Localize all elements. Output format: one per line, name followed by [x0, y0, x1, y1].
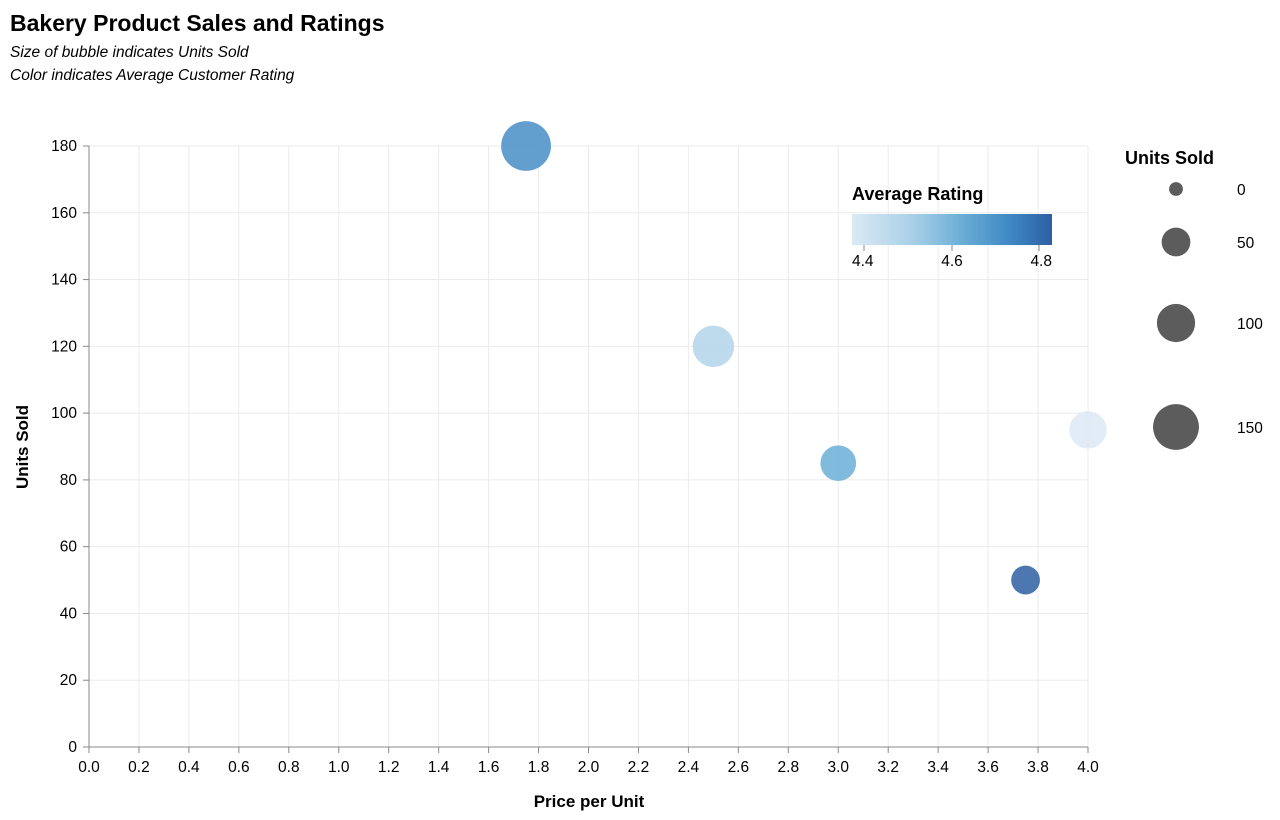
- x-tick-label: 4.0: [1077, 759, 1099, 776]
- color-legend-title: Average Rating: [852, 184, 983, 204]
- x-axis-title: Price per Unit: [534, 792, 645, 811]
- y-tick-label: 60: [60, 539, 78, 556]
- color-legend: Average Rating 4.4 4.6 4.8: [852, 184, 1052, 270]
- color-legend-label: 4.8: [1030, 253, 1052, 270]
- size-legend-symbol: [1153, 404, 1199, 450]
- bubble: [820, 445, 857, 482]
- x-tick-label: 2.4: [678, 759, 700, 776]
- x-tick-label: 3.8: [1027, 759, 1049, 776]
- size-legend-label: 100: [1237, 316, 1263, 333]
- y-tick-label: 0: [68, 739, 77, 756]
- size-legend-label: 50: [1237, 235, 1255, 252]
- size-legend-label: 0: [1237, 182, 1246, 199]
- x-tick-label: 3.2: [877, 759, 899, 776]
- x-tick-label: 3.4: [927, 759, 949, 776]
- x-tick-label: 0.4: [178, 759, 200, 776]
- x-tick-label: 1.6: [478, 759, 500, 776]
- chart-subtitle-2: Color indicates Average Customer Rating: [10, 67, 295, 84]
- y-tick-label: 20: [60, 672, 78, 689]
- y-tick-label: 140: [51, 272, 77, 289]
- bubble: [1069, 411, 1107, 449]
- axes: 0.0 0.2 0.4 0.6 0.8 1.0 1.2 1.4 1.6 1.8 2.0 2.2 2.4 2…: [51, 138, 1099, 776]
- y-tick-label: 80: [60, 472, 78, 489]
- size-legend-title: Units Sold: [1125, 148, 1214, 168]
- x-tick-label: 1.0: [328, 759, 350, 776]
- bubble: [501, 121, 551, 171]
- chart-title: Bakery Product Sales and Ratings: [10, 10, 385, 36]
- y-tick-label: 40: [60, 605, 78, 622]
- x-tick-label: 2.0: [578, 759, 600, 776]
- x-tick-label: 0.0: [78, 759, 100, 776]
- x-tick-label: 0.6: [228, 759, 250, 776]
- x-tick-label: 0.8: [278, 759, 300, 776]
- y-tick-label: 100: [51, 405, 77, 422]
- x-tick-label: 1.4: [428, 759, 450, 776]
- x-tick-label: 1.8: [528, 759, 550, 776]
- x-tick-label: 3.6: [977, 759, 999, 776]
- x-tick-label: 0.2: [128, 759, 150, 776]
- x-tick-label: 2.8: [778, 759, 800, 776]
- data-points: [501, 121, 1107, 595]
- y-tick-label: 120: [51, 338, 77, 355]
- x-tick-label: 2.2: [628, 759, 650, 776]
- size-legend-symbol: [1156, 303, 1196, 343]
- color-legend-label: 4.4: [852, 253, 874, 270]
- size-legend: Units Sold 0 50 100 150: [1125, 148, 1263, 450]
- color-legend-gradient: [852, 214, 1052, 245]
- x-tick-label: 2.6: [728, 759, 750, 776]
- y-tick-label: 180: [51, 138, 77, 155]
- x-tick-label: 3.0: [827, 759, 849, 776]
- bubble: [1011, 565, 1040, 595]
- y-tick-label: 160: [51, 205, 77, 222]
- size-legend-symbol: [1161, 227, 1191, 257]
- size-legend-symbol: [1169, 182, 1183, 196]
- size-legend-label: 150: [1237, 420, 1263, 437]
- color-legend-label: 4.6: [941, 253, 963, 270]
- bubble: [692, 325, 735, 368]
- chart-subtitle-1: Size of bubble indicates Units Sold: [10, 44, 250, 61]
- x-tick-label: 1.2: [378, 759, 400, 776]
- y-axis-title: Units Sold: [13, 405, 32, 489]
